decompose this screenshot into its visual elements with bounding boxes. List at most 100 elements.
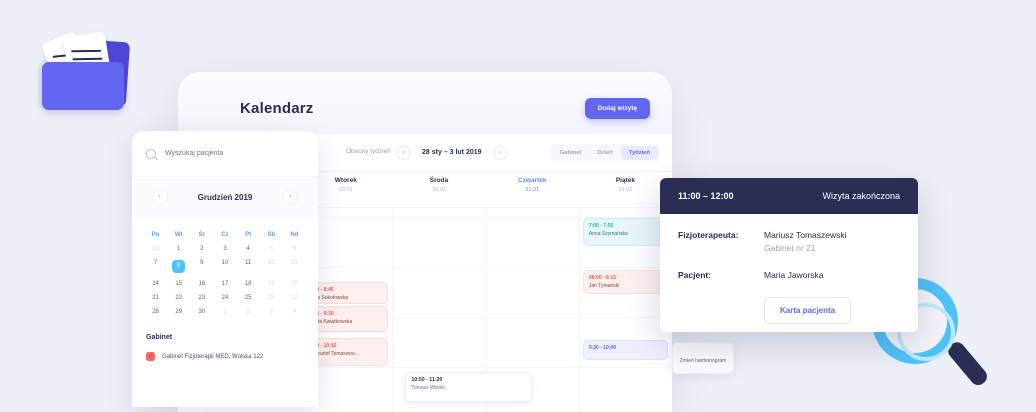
day-date: 29.01 xyxy=(338,187,353,193)
day-header-thursday[interactable]: Czwartek 31.01 xyxy=(486,172,579,207)
calendar-week-row: 7 8 9 10 11 12 13 xyxy=(144,256,306,277)
calendar-day[interactable]: 21 xyxy=(152,295,159,301)
tab-tydzien[interactable]: Tydzień xyxy=(620,146,658,160)
checkbox-icon[interactable]: ✓ xyxy=(146,352,155,361)
date-range-label: 28 sty – 3 lut 2019 xyxy=(421,149,482,156)
event-patient: Tomasz Wolski xyxy=(411,385,445,391)
event-time: 9:30 - 10:00 xyxy=(588,345,617,351)
calendar-day[interactable]: 25 xyxy=(244,295,252,301)
event-time: 9:30 - 10:10 xyxy=(309,343,337,349)
calendar-day[interactable]: 4 xyxy=(292,309,297,315)
status-badge: Wizyta zakończona xyxy=(822,191,900,201)
calendar-day[interactable]: 31 xyxy=(152,246,159,252)
weekday-label: Śr xyxy=(198,232,206,238)
view-switcher: Gabinet Dzień Tydzień xyxy=(549,144,660,162)
calendar-day[interactable]: 4 xyxy=(246,246,250,252)
weekday-label: Cz xyxy=(221,232,229,238)
calendar-day[interactable]: 16 xyxy=(198,281,206,287)
tab-dzien[interactable]: Dzień xyxy=(597,150,613,156)
calendar-week-row: 28 29 30 1 2 3 4 xyxy=(144,305,306,319)
calendar-day[interactable]: 26 xyxy=(267,295,275,301)
calendar-day[interactable]: 11 xyxy=(245,260,252,266)
calendar-day[interactable]: 29 xyxy=(175,309,183,315)
event-block[interactable]: 9:30 - 10:00 xyxy=(582,340,669,360)
event-block[interactable]: 10:50 - 11:20 Tomasz Wolski xyxy=(405,372,532,402)
calendar-day[interactable]: 1 xyxy=(177,246,181,252)
gabinet-heading: Gabinet xyxy=(146,334,173,341)
calendar-day[interactable]: 2 xyxy=(246,309,250,315)
event-time: 08:00 - 8:15 xyxy=(588,275,617,281)
calendar-day[interactable]: 20 xyxy=(291,281,298,287)
day-header-wednesday[interactable]: Środa 30.01 xyxy=(392,172,485,207)
change-schedule-tooltip[interactable]: Zmień harmonogram xyxy=(672,342,734,374)
calendar-day[interactable]: 22 xyxy=(175,295,183,301)
calendar-day[interactable]: 3 xyxy=(223,246,227,252)
column-friday[interactable]: 7:00 - 7:50 Anna Szymańska 08:00 - 8:15 … xyxy=(578,208,672,412)
calendar-day[interactable]: 18 xyxy=(244,281,252,287)
day-name: Piątek xyxy=(615,177,635,184)
calendar-day[interactable]: 30 xyxy=(198,309,206,315)
event-time: 8:45 - 9:30 xyxy=(309,311,334,317)
page-title: Kalendarz xyxy=(240,100,314,117)
current-week-label[interactable]: Obecny tydzień xyxy=(346,148,391,155)
calendar-day[interactable]: 7 xyxy=(153,260,158,266)
calendar-day[interactable]: 14 xyxy=(152,281,159,287)
calendar-day[interactable]: 3 xyxy=(269,309,273,315)
tab-gabinet[interactable]: Gabinet xyxy=(559,150,582,156)
weekday-label: Sb xyxy=(267,232,276,238)
date-range-nav: ‹ 28 sty – 3 lut 2019 › xyxy=(395,145,508,160)
calendar-day[interactable]: 17 xyxy=(221,281,229,287)
day-date: 30.01 xyxy=(432,187,446,193)
day-header-tuesday[interactable]: Wtorek 29.01 xyxy=(299,172,392,207)
calendar-day[interactable]: 13 xyxy=(291,260,298,266)
event-block[interactable]: 7:00 - 7:50 Anna Szymańska xyxy=(582,218,669,246)
calendar-day[interactable]: 6 xyxy=(292,246,297,252)
event-patient: Anna Szymańska xyxy=(588,231,628,237)
calendar-day-selected[interactable]: 8 xyxy=(167,256,190,277)
calendar-day[interactable]: 2 xyxy=(200,246,204,252)
prev-week-button[interactable]: ‹ xyxy=(395,145,411,160)
calendar-day[interactable]: 12 xyxy=(267,260,275,266)
patient-label: Pacjent: xyxy=(678,270,712,280)
next-month-button[interactable]: › xyxy=(282,189,299,205)
weekday-header-row: Pn Wt Śr Cz Pt Sb Nd xyxy=(144,228,306,242)
day-name: Czwartek xyxy=(517,177,547,184)
mini-calendar: Pn Wt Śr Cz Pt Sb Nd 31 1 2 3 4 5 6 7 8 … xyxy=(132,217,318,325)
event-patient: Jan Tymański xyxy=(588,283,620,289)
calendar-day[interactable]: 27 xyxy=(291,295,298,301)
day-header-friday[interactable]: Piątek 01.02 xyxy=(579,172,672,207)
event-block[interactable]: 8:45 - 9:30 Marta Kwiatkowska xyxy=(303,306,389,332)
event-block[interactable]: 08:00 - 8:15 Jan Tymański xyxy=(582,270,669,294)
calendar-day[interactable]: 10 xyxy=(221,260,229,266)
event-patient: Marta Kwiatkowska xyxy=(309,319,353,325)
patient-card-button[interactable]: Karta pacjenta xyxy=(764,297,852,324)
weekday-label: Nd xyxy=(290,232,299,238)
calendar-day[interactable]: 5 xyxy=(269,246,273,252)
calendar-day[interactable]: 23 xyxy=(198,295,206,301)
magnifier-ring-inner xyxy=(897,303,955,361)
calendar-week-row: 21 22 23 24 25 26 27 xyxy=(144,291,306,305)
app-header: Kalendarz Dodaj wizytę xyxy=(178,72,672,134)
detail-header: 11:00 – 12:00 Wizyta zakończona xyxy=(660,178,918,214)
prev-month-button[interactable]: ‹ xyxy=(151,189,168,205)
patient-row: Pacjent: Maria Jaworska xyxy=(678,270,900,280)
search-input[interactable] xyxy=(165,150,304,157)
calendar-day[interactable]: 15 xyxy=(175,281,183,287)
weekday-label: Pn xyxy=(151,232,160,238)
calendar-day[interactable]: 19 xyxy=(267,281,275,287)
calendar-day[interactable]: 1 xyxy=(223,309,227,315)
calendar-day[interactable]: 9 xyxy=(200,260,204,266)
column-wednesday[interactable]: 10:50 - 11:20 Tomasz Wolski xyxy=(392,208,532,412)
weekday-label: Wt xyxy=(174,232,183,238)
column-thursday[interactable] xyxy=(485,208,579,412)
calendar-week-row: 31 1 2 3 4 5 6 xyxy=(144,242,306,256)
appointment-time: 11:00 – 12:00 xyxy=(678,191,734,201)
event-block[interactable]: 8:20 - 8:45 Ilona Sokołowska xyxy=(303,282,389,304)
next-week-button[interactable]: › xyxy=(492,145,508,160)
gabinet-filter-row[interactable]: ✓ Gabinet Fizjoterapii MED, Wolska 122 xyxy=(146,352,304,361)
room-label: Gabinet nr 21 xyxy=(764,243,816,253)
calendar-day[interactable]: 24 xyxy=(221,295,229,301)
calendar-day[interactable]: 28 xyxy=(152,309,159,315)
add-visit-button[interactable]: Dodaj wizytę xyxy=(584,98,650,119)
therapist-name: Mariusz Tomaszewski xyxy=(764,230,847,240)
